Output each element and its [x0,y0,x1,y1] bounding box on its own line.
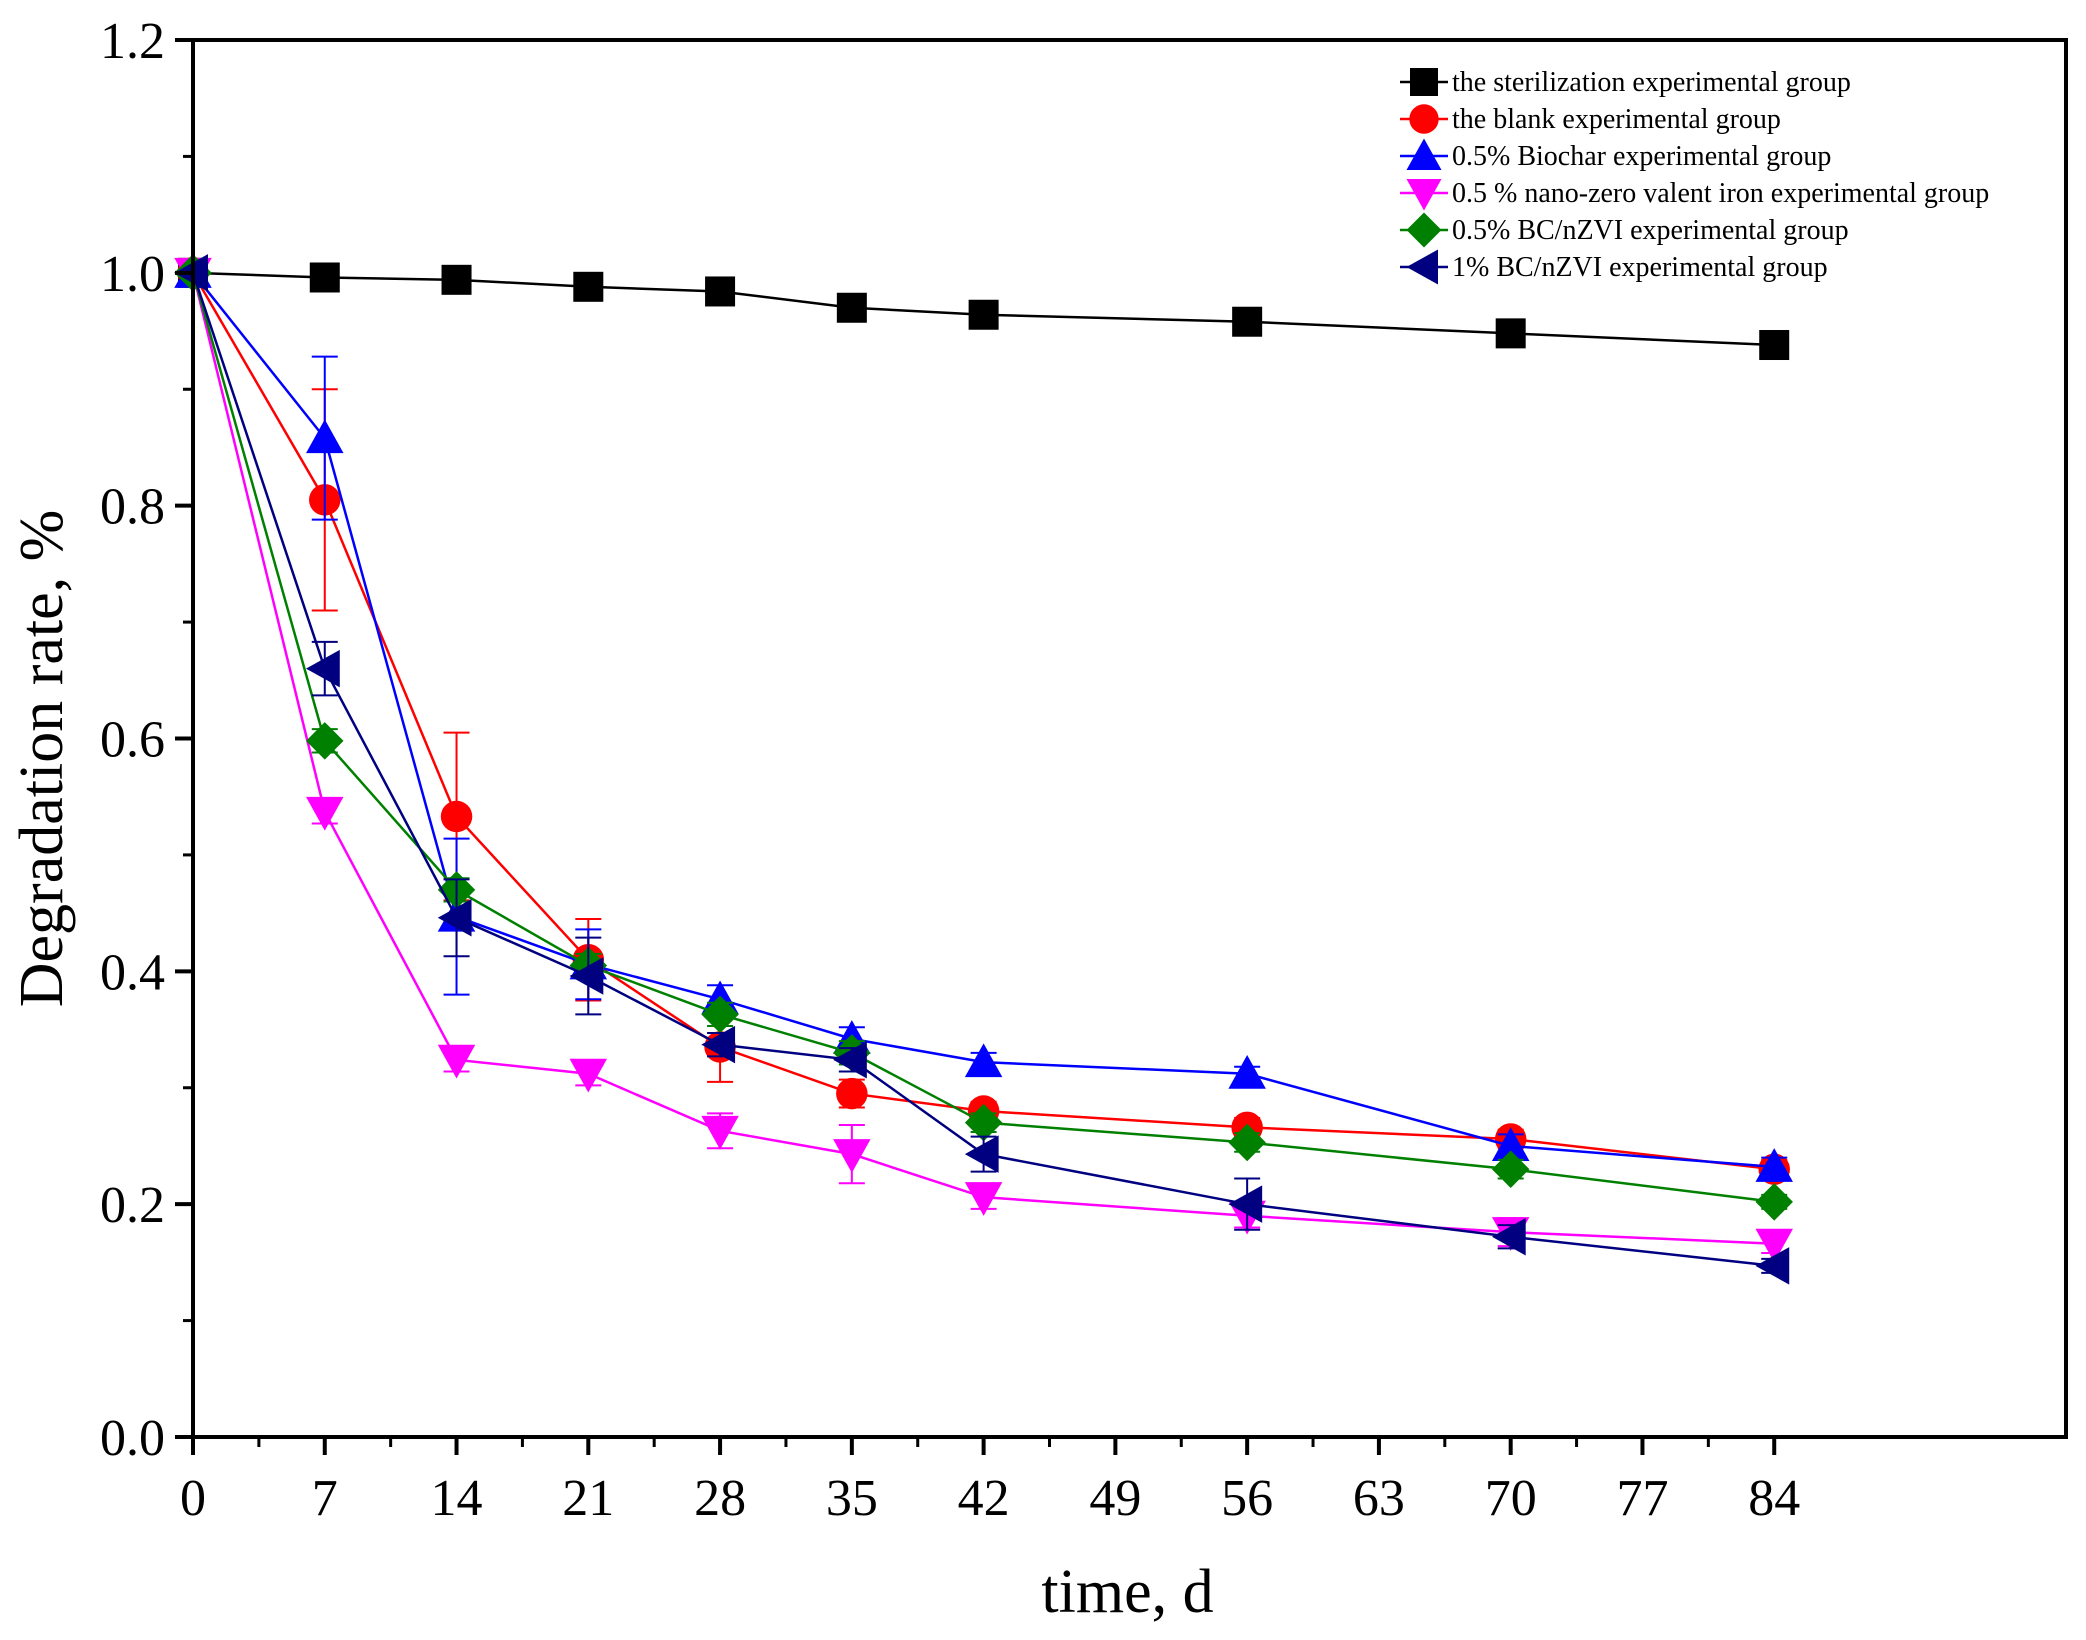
data-point [964,1043,1003,1078]
data-point [569,1058,608,1093]
series-5 [174,254,1790,1285]
y-tick-label: 0.2 [100,1177,165,1234]
x-tick-label: 84 [1748,1470,1800,1527]
x-tick-label: 70 [1485,1470,1537,1527]
series-2 [174,254,1793,1182]
data-point [833,1139,871,1173]
series-3 [174,257,1793,1263]
series-0 [178,257,1790,361]
x-tick-label: 28 [694,1470,746,1527]
data-point [569,957,604,995]
data-point [964,1103,1003,1142]
legend-marker [1406,179,1442,211]
data-point [1755,1148,1793,1182]
legend-item: 0.5 % nano-zero valent iron experimental… [1400,178,1989,211]
series-line [191,272,1775,1171]
x-tick-label: 7 [312,1470,338,1527]
x-tick-label: 35 [826,1470,878,1527]
series-line [192,271,1775,347]
data-point [1228,1123,1266,1162]
legend-item: 0.5% Biochar experimental group [1400,138,1831,172]
data-point [309,262,340,293]
data-point [701,995,739,1034]
y-tick-label: 0.6 [100,712,165,769]
legend-item: the blank experimental group [1400,104,1781,135]
data-point [306,722,344,760]
legend-label: the sterilization experimental group [1452,67,1851,98]
data-point [833,1041,867,1079]
legend: the sterilization experimental group the … [1400,67,1989,285]
x-tick-label: 42 [958,1470,1010,1527]
data-point [964,1135,999,1173]
series-line [191,272,1775,1245]
x-tick-label: 21 [562,1470,614,1527]
series-line [191,272,1775,1268]
data-point [701,1115,739,1150]
legend-label: 1% BC/nZVI experimental group [1452,252,1828,283]
data-point [968,299,999,330]
data-point [441,264,472,295]
legend-marker [1410,68,1438,96]
data-point [573,271,604,302]
data-point [1755,1247,1790,1285]
data-point [306,649,340,688]
data-point [1491,1218,1526,1256]
y-tick-label: 1.0 [100,246,165,303]
data-point [836,1077,868,1110]
x-axis-title: time, d [1041,1558,1213,1626]
axes: 0 7 14 21 28 35 42 49 56 63 70 77 84 0.0 0.2 0.4 0.6 0.8 1… [100,13,1800,1527]
legend-marker [1406,212,1442,248]
y-tick-label: 0.8 [100,479,165,536]
legend-label: the blank experimental group [1452,104,1781,135]
data-point [306,796,344,831]
data-point [705,276,736,307]
y-tick-label: 0.4 [100,944,165,1001]
data-point [1491,1127,1530,1161]
data-point [836,292,867,323]
y-axis-title: Degradation rate, % [8,510,76,1007]
data-point [1232,306,1263,337]
data-point [306,419,344,454]
data-point [964,1182,1003,1216]
x-tick-label: 63 [1353,1470,1405,1527]
data-point [1755,1183,1793,1221]
data-point [440,800,473,833]
data-point [1228,1185,1263,1223]
data-point [1755,1228,1793,1263]
x-tick-label: 77 [1616,1470,1668,1527]
x-tick-label: 14 [431,1470,483,1527]
data-point [1759,330,1790,361]
data-point [1228,1055,1266,1089]
legend-item: the sterilization experimental group [1400,67,1851,98]
legend-label: 0.5% BC/nZVI experimental group [1452,215,1849,246]
legend-label: 0.5% Biochar experimental group [1452,141,1831,172]
data-point [1491,1150,1530,1188]
data-point [437,899,472,937]
data-point [437,1044,476,1079]
legend-label: 0.5 % nano-zero valent iron experimental… [1452,178,1989,209]
legend-marker [1406,249,1438,285]
series-line [191,272,1775,1204]
legend-marker [1409,104,1439,134]
x-tick-label: 0 [180,1470,206,1527]
series-line [192,272,1775,1169]
legend-item: 1% BC/nZVI experimental group [1400,249,1828,285]
x-tick-label: 49 [1089,1470,1141,1527]
y-tick-label: 1.2 [100,13,165,70]
plot-frame [191,38,2068,1439]
data-point [701,1025,736,1064]
legend-item: 0.5% BC/nZVI experimental group [1400,212,1849,248]
data-point [1495,318,1526,349]
series-layer [174,254,1793,1285]
x-tick-label: 56 [1221,1470,1273,1527]
y-tick-label: 0.0 [100,1410,165,1467]
legend-marker [1406,138,1442,170]
